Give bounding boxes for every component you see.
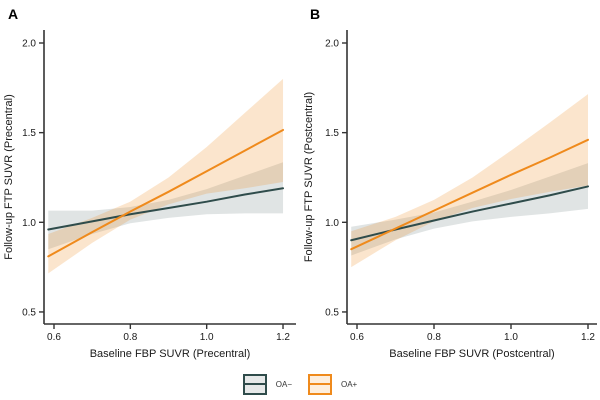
regression-line-oa-pos <box>47 128 285 258</box>
x-tick-label: 1.2 <box>581 332 595 343</box>
x-tick-label: 0.6 <box>350 332 364 343</box>
panel-b: B 0.6 0.8 1.0 1.2 0.5 1.0 1.5 2.0 Baseline FBP S… <box>300 0 600 368</box>
panel-b-chart: 0.6 0.8 1.0 1.2 0.5 1.0 1.5 2.0 Baseline FBP SUV… <box>303 30 597 360</box>
regression-line-oa-pos <box>350 138 589 251</box>
x-tick-label: 0.8 <box>427 332 441 343</box>
regression-line-oa-neg <box>47 187 285 231</box>
legend-label: OA− <box>275 379 292 389</box>
legend-item-oa-pos: OA+ <box>308 373 358 395</box>
ci-band-oa-neg <box>48 162 284 250</box>
y-axis-title: Follow-up FTP SUVR (Precentral) <box>3 94 15 259</box>
y-tick-label: 1.5 <box>22 128 36 139</box>
y-axis-title: Follow-up FTP SUVR (Postcentral) <box>303 92 315 262</box>
legend: OA− OA+ <box>0 368 600 400</box>
y-tick-label: 0.5 <box>22 307 36 318</box>
y-tick-label: 1.0 <box>325 218 339 229</box>
ci-band-oa-neg <box>351 163 588 256</box>
y-tick-label: 0.5 <box>325 307 339 318</box>
panel-a-label: A <box>8 6 19 22</box>
legend-key-swatch <box>242 373 267 395</box>
x-tick-label: 1.0 <box>200 332 214 343</box>
x-axis-title: Baseline FBP SUVR (Precentral) <box>90 348 251 360</box>
legend-key-swatch <box>308 373 332 395</box>
x-axis-title: Baseline FBP SUVR (Postcentral) <box>389 348 554 360</box>
legend-key-line <box>310 383 330 385</box>
legend-label: OA+ <box>341 379 358 389</box>
x-tick-label: 0.6 <box>47 332 61 343</box>
ci-band-oa-pos <box>48 78 284 274</box>
panel-b-label: B <box>310 6 321 22</box>
y-tick-label: 1.0 <box>22 218 36 229</box>
ci-band-oa-pos <box>351 94 588 268</box>
x-tick-label: 0.8 <box>123 332 137 343</box>
y-tick-label: 2.0 <box>22 39 36 50</box>
panel-a-chart: 0.6 0.8 1.0 1.2 0.5 1.0 1.5 2.0 Baseline FBP SUV… <box>3 30 296 360</box>
x-tick-label: 1.2 <box>276 332 290 343</box>
panel-a: A 0.6 0.8 1.0 1.2 0.5 1.0 1.5 2.0 Baseline FBP S… <box>0 0 300 368</box>
legend-item-oa-neg: OA− <box>242 373 292 395</box>
y-tick-label: 1.5 <box>325 128 339 139</box>
y-tick-label: 2.0 <box>325 39 339 50</box>
legend-key-line <box>244 383 265 385</box>
x-tick-label: 1.0 <box>504 332 518 343</box>
